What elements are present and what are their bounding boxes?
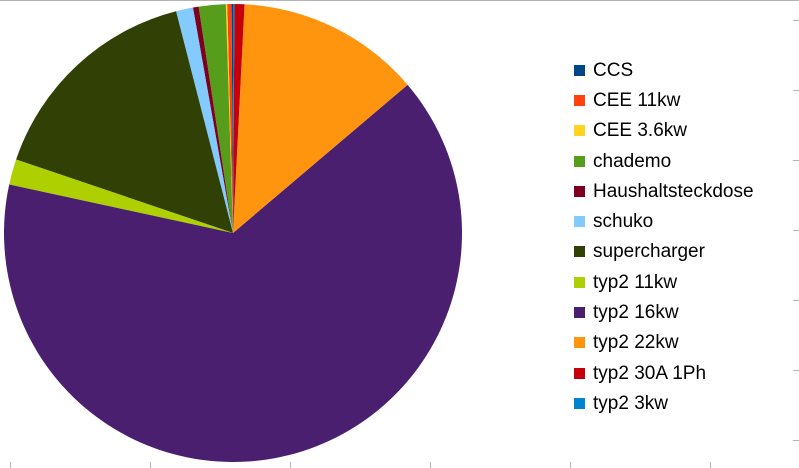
legend-item: schuko — [574, 206, 754, 236]
legend-label: chademo — [593, 150, 672, 172]
legend-label: CCS — [593, 59, 634, 81]
legend-item: typ2 16kw — [574, 297, 754, 327]
legend-label: typ2 16kw — [593, 302, 679, 324]
legend-item: typ2 3kw — [574, 388, 754, 418]
legend-swatch — [574, 276, 585, 288]
legend-label: schuko — [593, 211, 654, 233]
legend-item: Haushaltsteckdose — [574, 176, 754, 206]
pie-slice-haushaltsteckdose — [192, 6, 233, 233]
pie-slice-typ2-30a-1ph — [233, 4, 245, 233]
chart-legend: CCS CEE 11kw CEE 3.6kw chademo Haushaltsteck… — [574, 55, 754, 419]
legend-item: CEE 11kw — [574, 85, 754, 115]
legend-swatch — [574, 246, 585, 258]
legend-swatch — [574, 94, 585, 106]
legend-label: CEE 3.6kw — [593, 120, 687, 142]
legend-label: CEE 11kw — [593, 89, 681, 111]
legend-swatch — [574, 367, 585, 379]
legend-label: typ2 11kw — [593, 271, 678, 293]
pie-slice-typ2-22kw — [233, 4, 408, 234]
frame-ticks — [10, 20, 799, 468]
pie-slice-cee-3-6kw — [225, 4, 233, 233]
legend-item: supercharger — [574, 237, 754, 267]
pie-slice-typ2-16kw — [4, 84, 463, 463]
pie-slice-schuko — [176, 7, 233, 234]
legend-swatch — [574, 216, 585, 228]
pie-slice-ccs — [231, 3, 233, 234]
legend-item: typ2 11kw — [574, 267, 754, 297]
legend-swatch — [574, 185, 585, 197]
pie-slice-supercharger — [16, 11, 233, 233]
pie-slice-typ2-11kw — [9, 159, 233, 233]
pie-slice-typ2-3kw — [233, 3, 235, 234]
legend-label: Haushaltsteckdose — [593, 180, 754, 202]
legend-item: chademo — [574, 146, 754, 176]
pie-slices — [4, 3, 463, 463]
legend-label: typ2 30A 1Ph — [593, 362, 707, 384]
legend-swatch — [574, 64, 585, 76]
pie-slice-cee-11kw — [227, 4, 233, 233]
legend-item: CEE 3.6kw — [574, 116, 754, 146]
legend-item: typ2 30A 1Ph — [574, 358, 754, 388]
legend-swatch — [574, 397, 585, 409]
legend-label: typ2 22kw — [593, 332, 679, 354]
legend-swatch — [574, 155, 585, 167]
legend-swatch — [574, 337, 585, 349]
legend-item: CCS — [574, 55, 754, 85]
legend-swatch — [574, 125, 585, 137]
legend-label: typ2 3kw — [593, 392, 668, 414]
pie-slice-chademo — [198, 4, 233, 233]
legend-item: typ2 22kw — [574, 328, 754, 358]
legend-label: supercharger — [593, 241, 705, 263]
legend-swatch — [574, 307, 585, 319]
